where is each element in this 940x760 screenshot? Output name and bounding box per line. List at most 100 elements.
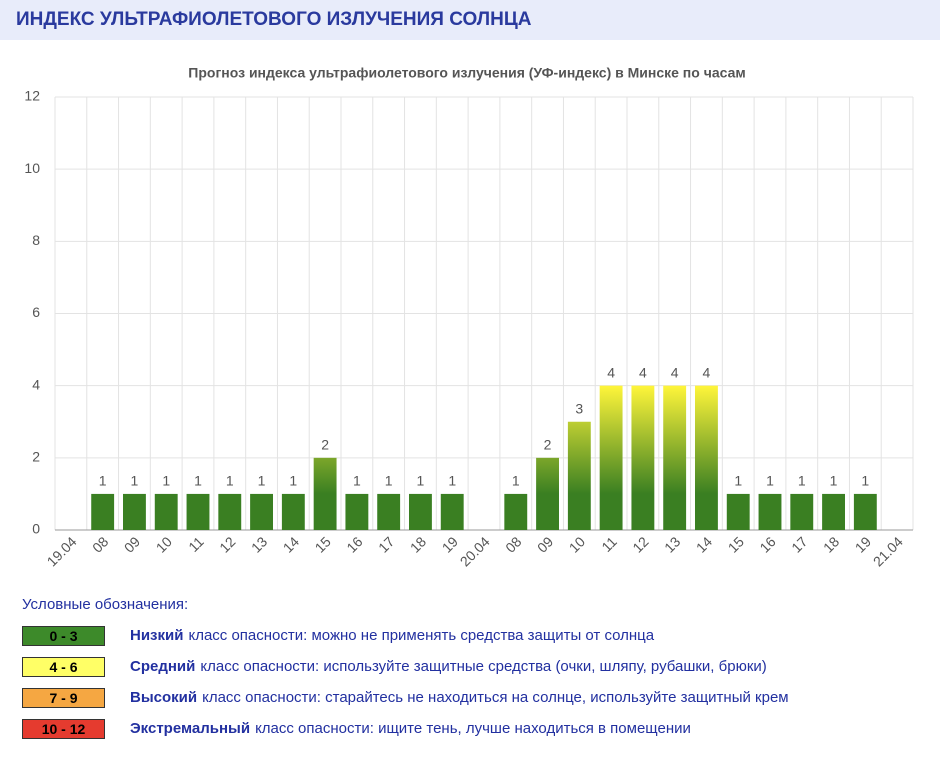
- y-tick-label: 12: [24, 88, 40, 104]
- x-tick-label: 15: [725, 533, 747, 555]
- data-label: 1: [512, 473, 520, 489]
- bar: [663, 385, 687, 530]
- data-label: 1: [131, 473, 139, 489]
- data-label: 1: [385, 473, 393, 489]
- x-tick-label: 09: [121, 533, 143, 555]
- bar: [186, 493, 210, 530]
- bar: [123, 493, 146, 530]
- x-tick-label: 19: [439, 533, 461, 555]
- y-tick-label: 8: [32, 232, 40, 248]
- x-tick-label: 19: [852, 533, 874, 555]
- x-tick-label: 19.04: [44, 533, 80, 569]
- legend-text: класс опасности: ищите тень, лучше наход…: [255, 720, 691, 737]
- bar: [567, 421, 591, 530]
- x-tick-label: 16: [343, 533, 365, 555]
- x-tick-label: 14: [280, 533, 302, 555]
- x-tick-label: 15: [312, 533, 334, 555]
- legend-swatch: 0 - 3: [22, 625, 105, 646]
- legend-swatch: 10 - 12: [22, 718, 105, 739]
- legend-text: класс опасности: старайтесь не находитьс…: [202, 689, 789, 706]
- data-label: 4: [703, 364, 711, 380]
- data-label: 1: [258, 473, 266, 489]
- bar: [695, 385, 718, 530]
- x-tick-label: 13: [248, 533, 270, 555]
- data-label: 1: [417, 473, 425, 489]
- x-tick-label: 14: [693, 533, 715, 555]
- legend-swatch: 7 - 9: [22, 687, 105, 708]
- y-tick-label: 10: [24, 160, 40, 176]
- data-label: 1: [734, 473, 742, 489]
- data-label: 1: [766, 473, 774, 489]
- legend-swatch: 4 - 6: [22, 656, 105, 677]
- legend-level: Экстремальный: [130, 720, 251, 737]
- data-label: 1: [861, 473, 869, 489]
- bar: [822, 493, 845, 530]
- data-label: 3: [575, 400, 583, 416]
- bar: [91, 493, 115, 530]
- bar: [599, 385, 623, 530]
- header-title: ИНДЕКС УЛЬТРАФИОЛЕТОВОГО ИЗЛУЧЕНИЯ СОЛНЦ…: [0, 0, 940, 40]
- bar: [790, 493, 814, 530]
- chart-title: Прогноз индекса ультрафиолетового излуче…: [188, 65, 745, 81]
- x-tick-label: 17: [788, 533, 810, 555]
- x-tick-label: 08: [502, 533, 524, 555]
- legend-level: Средний: [130, 658, 196, 675]
- bar: [758, 493, 782, 530]
- x-tick-label: 11: [185, 533, 207, 555]
- bar: [154, 493, 178, 530]
- data-label: 1: [830, 473, 838, 489]
- legend-text: класс опасности: можно не применять сред…: [188, 627, 655, 644]
- x-tick-label: 18: [820, 533, 842, 555]
- data-label: 2: [544, 437, 552, 453]
- x-tick-label: 20.04: [457, 533, 493, 569]
- data-label: 1: [99, 473, 107, 489]
- legend-level: Высокий: [130, 689, 198, 706]
- bar: [313, 457, 337, 530]
- bar: [536, 457, 559, 530]
- data-label: 1: [226, 473, 234, 489]
- legend: Условные обозначения: 0 - 3 Низкий класс о…: [22, 596, 789, 744]
- data-label: 1: [353, 473, 361, 489]
- data-label: 1: [162, 473, 170, 489]
- x-tick-label: 10: [153, 533, 175, 555]
- bar: [377, 493, 401, 530]
- legend-title: Условные обозначения:: [22, 596, 189, 613]
- bar: [218, 493, 242, 530]
- data-label: 1: [798, 473, 806, 489]
- y-tick-label: 4: [32, 376, 40, 392]
- bar: [409, 493, 432, 530]
- legend-row: 7 - 9 Высокий класс опасности: старайтесь …: [22, 682, 789, 713]
- x-tick-label: 08: [89, 533, 111, 555]
- legend-row: 0 - 3 Низкий класс опасности: можно не при…: [22, 620, 789, 651]
- legend-row: 10 - 12 Экстремальный класс опасности: ищи…: [22, 713, 789, 744]
- data-label: 4: [639, 364, 647, 380]
- bar: [853, 493, 877, 530]
- x-tick-label: 18: [407, 533, 429, 555]
- bar: [250, 493, 273, 530]
- x-tick-label: 13: [661, 533, 683, 555]
- x-tick-label: 17: [375, 533, 397, 555]
- data-label: 1: [289, 473, 297, 489]
- bar: [345, 493, 369, 530]
- legend-row: 4 - 6 Средний класс опасности: используйте…: [22, 651, 789, 682]
- data-label: 1: [194, 473, 202, 489]
- bar: [504, 493, 528, 530]
- bar: [631, 385, 655, 530]
- x-tick-label: 21.04: [870, 533, 906, 569]
- data-label: 1: [448, 473, 456, 489]
- y-tick-label: 0: [32, 521, 40, 537]
- bar: [726, 493, 750, 530]
- data-label: 2: [321, 437, 329, 453]
- y-tick-label: 6: [32, 304, 40, 320]
- bar: [440, 493, 464, 530]
- data-label: 4: [607, 364, 615, 380]
- data-label: 4: [671, 364, 679, 380]
- x-tick-label: 11: [598, 533, 620, 555]
- chart: Прогноз индекса ультрафиолетового излуче…: [24, 65, 914, 570]
- x-tick-label: 12: [216, 533, 238, 555]
- x-tick-label: 09: [534, 533, 556, 555]
- x-tick-label: 16: [756, 533, 778, 555]
- x-tick-label: 12: [629, 533, 651, 555]
- legend-text: класс опасности: используйте защитные ср…: [200, 658, 767, 675]
